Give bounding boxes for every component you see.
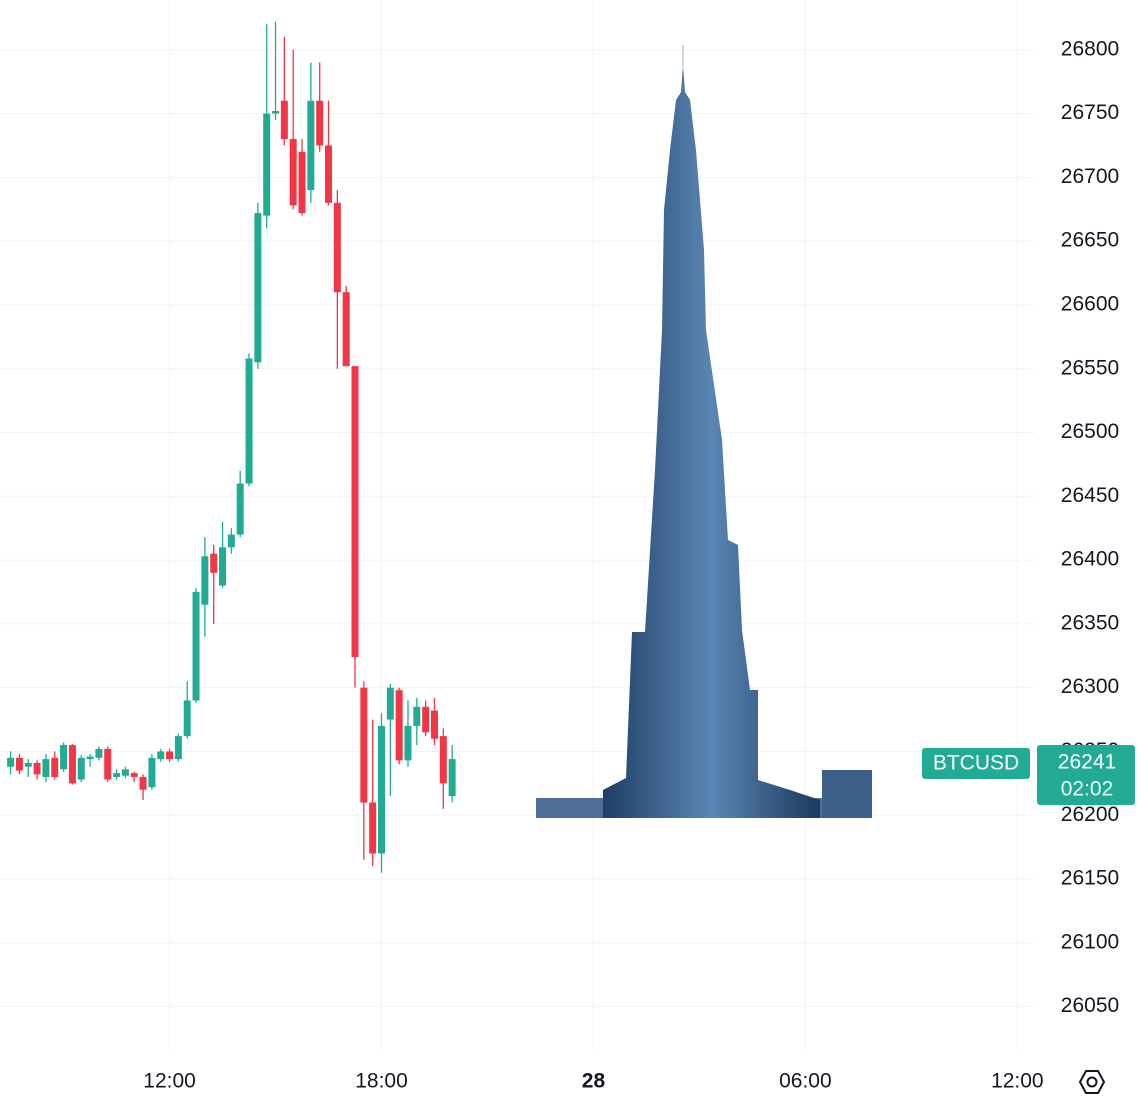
- candle-body: [24, 762, 32, 767]
- candle-body: [121, 769, 129, 776]
- candle-body: [86, 756, 94, 760]
- y-tick-label: 26750: [1061, 101, 1119, 124]
- candle-body: [236, 483, 244, 535]
- candle-body: [263, 113, 271, 216]
- candle-body: [325, 145, 333, 203]
- candle-body: [130, 773, 138, 777]
- y-tick-label: 26650: [1061, 229, 1119, 252]
- candle-body: [360, 687, 368, 803]
- y-tick-label: 26800: [1061, 37, 1119, 60]
- symbol-label: BTCUSD: [933, 751, 1019, 774]
- axes: 2605026100261502620026250263002635026400…: [143, 37, 1135, 1093]
- candle-body: [316, 100, 324, 146]
- y-tick-label: 26050: [1061, 994, 1119, 1017]
- tower: [603, 65, 820, 818]
- y-tick-label: 26200: [1061, 803, 1119, 826]
- settings-icon[interactable]: [1078, 1070, 1106, 1094]
- candle-body: [33, 762, 41, 775]
- candle-body: [113, 773, 121, 777]
- candle-body: [448, 759, 456, 797]
- y-tick-label: 26600: [1061, 292, 1119, 315]
- x-tick-label: 12:00: [991, 1070, 1044, 1093]
- candle-body: [192, 591, 200, 701]
- candle-body: [139, 776, 147, 790]
- candle-body: [386, 687, 394, 720]
- candle-body: [395, 690, 403, 761]
- candle-body: [51, 757, 59, 777]
- candle-body: [430, 710, 438, 739]
- tower-image: [536, 45, 872, 818]
- candle-body: [439, 736, 447, 784]
- x-tick-label: 12:00: [143, 1070, 196, 1093]
- x-tick-label: 06:00: [779, 1070, 832, 1093]
- y-tick-label: 26700: [1061, 165, 1119, 188]
- candle-body: [7, 757, 15, 767]
- symbol-tag: [922, 747, 1030, 779]
- y-tick-label: 26150: [1061, 867, 1119, 890]
- candle-body: [15, 757, 23, 771]
- candle-body: [174, 736, 182, 760]
- candles: [7, 21, 456, 873]
- y-tick-label: 26350: [1061, 611, 1119, 634]
- y-tick-label: 26500: [1061, 420, 1119, 443]
- candle-body: [245, 358, 253, 484]
- candle-body: [289, 139, 297, 206]
- tower-annex: [822, 770, 872, 818]
- candle-body: [219, 547, 227, 586]
- grid: [0, 0, 1035, 1050]
- candle-body: [298, 151, 306, 214]
- candle-body: [42, 759, 50, 777]
- y-tick-label: 26300: [1061, 675, 1119, 698]
- candle-body: [95, 748, 103, 758]
- candle-body: [422, 706, 430, 733]
- x-tick-label: 18:00: [355, 1070, 408, 1093]
- y-tick-label: 26400: [1061, 548, 1119, 571]
- price-tag: [1037, 744, 1135, 805]
- candle-body: [333, 202, 341, 293]
- candle-body: [404, 725, 412, 761]
- y-tick-label: 26450: [1061, 484, 1119, 507]
- candle-body: [77, 757, 85, 780]
- candle-body: [157, 751, 165, 760]
- candle-body: [201, 556, 209, 605]
- candle-body: [254, 213, 262, 363]
- candle-body: [369, 802, 377, 854]
- candle-body: [227, 534, 235, 548]
- candle-body: [210, 553, 218, 573]
- candle-body: [272, 110, 280, 114]
- candle-body: [413, 706, 421, 726]
- candle-body: [342, 292, 350, 367]
- candle-body: [351, 366, 359, 658]
- candle-body: [166, 751, 174, 760]
- candle-body: [280, 100, 288, 140]
- x-tick-label: 28: [582, 1070, 606, 1093]
- candle-body: [104, 748, 112, 780]
- y-tick-label: 26550: [1061, 356, 1119, 379]
- price-label: 26241: [1058, 750, 1116, 773]
- candle-body: [307, 100, 315, 191]
- candle-body: [183, 700, 191, 737]
- candle-body: [60, 745, 68, 770]
- candle-body: [68, 745, 76, 784]
- y-tick-label: 26100: [1061, 930, 1119, 953]
- countdown-label: 02:02: [1061, 777, 1114, 800]
- candle-body: [378, 725, 386, 854]
- candle-body: [148, 757, 156, 788]
